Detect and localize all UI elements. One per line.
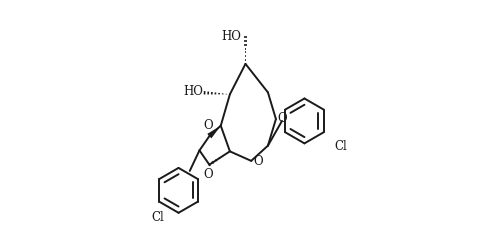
Text: HO: HO — [221, 30, 241, 43]
Text: Cl: Cl — [334, 140, 347, 153]
Text: Cl: Cl — [151, 211, 164, 225]
Text: O: O — [203, 119, 213, 132]
Polygon shape — [207, 126, 221, 138]
Text: O: O — [253, 155, 262, 168]
Text: HO: HO — [184, 85, 204, 98]
Text: O: O — [203, 168, 213, 181]
Text: O: O — [278, 112, 287, 124]
